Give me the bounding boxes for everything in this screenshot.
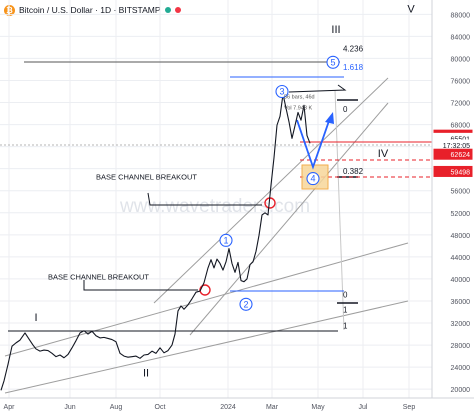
price-axis[interactable]: 20000 24000 28000 32000 36000 40000 44000 48000…: [431, 0, 473, 398]
fib-label: 4.236: [343, 44, 364, 53]
price-tick-label: 88000: [451, 12, 471, 19]
symbol-title[interactable]: Bitcoin / U.S. Dollar · 1D · BITSTAMP: [19, 5, 161, 15]
time-tick-label: Sep: [403, 404, 416, 411]
wave-label-minor: 5: [330, 57, 335, 67]
time-tick-label: 2024: [220, 404, 236, 411]
price-tag: [433, 148, 473, 160]
wave-label-major: V: [407, 4, 415, 16]
wave-label-major: III: [331, 24, 340, 36]
channel-line-upper: [4, 242, 409, 357]
chart-annotation: 56 bars, 46d: [284, 95, 315, 101]
price-tick-label: 68000: [451, 123, 471, 130]
watermark: www.wavetraders.com: [119, 196, 310, 217]
price-tick-label: 76000: [451, 78, 471, 85]
fib-label: 1.618: [343, 63, 364, 72]
channel-line-wave-base: [189, 102, 389, 336]
price-tick-label: 56000: [451, 189, 471, 196]
price-tag-label: 62624: [451, 152, 471, 159]
wave-circle-icon: [306, 172, 320, 186]
fib-label: 0.382: [343, 167, 364, 176]
projection-arrow-head-icon: [325, 112, 334, 124]
price-tag: [433, 165, 473, 177]
fib-label: 0: [343, 105, 348, 114]
price-tick-label: 80000: [451, 56, 471, 63]
channel-line-lower: [4, 300, 409, 394]
wave-label-minor: 3: [279, 87, 284, 97]
wave-circle-icon: [326, 55, 340, 69]
price-tick-label: 84000: [451, 34, 471, 41]
price-tick-label: 24000: [451, 365, 471, 372]
price-tick-label: 32000: [451, 321, 471, 328]
price-tick-label: 40000: [451, 277, 471, 284]
time-tick-label: Aug: [110, 404, 123, 411]
series: [0, 93, 311, 391]
price-tick-label: 28000: [451, 343, 471, 350]
annotation-leader-line: [147, 192, 262, 206]
price-tick-label: 44000: [451, 255, 471, 262]
target-zone-box: [301, 164, 329, 190]
wave-circle-icon: [239, 297, 253, 311]
price-tick-label: 20000: [451, 387, 471, 394]
time-tick-label: Oct: [155, 404, 166, 411]
wave-label-major: I: [34, 312, 37, 324]
wave-label-minor: 4: [310, 174, 315, 184]
wave-label-major: II: [143, 368, 149, 380]
time-tick-label: Apr: [4, 404, 16, 411]
fib-label: 1: [343, 322, 348, 331]
price-tag-label: 59498: [451, 169, 471, 176]
price-tag-label: 17:32:05: [443, 143, 470, 150]
fib-label: 1: [343, 306, 348, 315]
chart-annotation: BASE CHANNEL BREAKOUT: [96, 173, 197, 182]
price-tick-label: 48000: [451, 233, 471, 240]
market-status-dot-icon: [164, 7, 171, 13]
wave-label-minor: 1: [223, 235, 228, 245]
projection-line: [334, 89, 345, 331]
time-axis[interactable]: Apr Jun Aug Oct 2024 Mar May Jul Sep: [0, 397, 474, 411]
projection-arrow: [296, 117, 331, 170]
price-line: [0, 93, 311, 391]
drawings: [0, 61, 432, 394]
time-tick-label: May: [311, 404, 325, 411]
grid: [0, 0, 432, 398]
wave-label-major: IV: [378, 148, 389, 160]
range-arrow: [288, 84, 347, 93]
alert-dot-icon: [174, 7, 181, 13]
price-tick-label: 72000: [451, 101, 471, 108]
time-tick-label: Mar: [266, 404, 279, 411]
time-tick-label: Jul: [359, 404, 368, 411]
wave-circle-icon: [275, 84, 289, 99]
wave-circle-icon: [219, 233, 233, 247]
fib-label: 0: [343, 291, 348, 300]
time-tick-label: Jun: [64, 404, 75, 411]
chart-annotation: BASE CHANNEL BREAKOUT: [48, 272, 149, 281]
price-tick-label: 52000: [451, 211, 471, 218]
price-tick-label: 36000: [451, 299, 471, 306]
chart-annotation: Vol 7.943 K: [284, 106, 312, 112]
wave-label-minor: 2: [243, 299, 248, 309]
breakout-circle-icon: [199, 284, 211, 296]
annotation-leader-line: [83, 280, 198, 291]
